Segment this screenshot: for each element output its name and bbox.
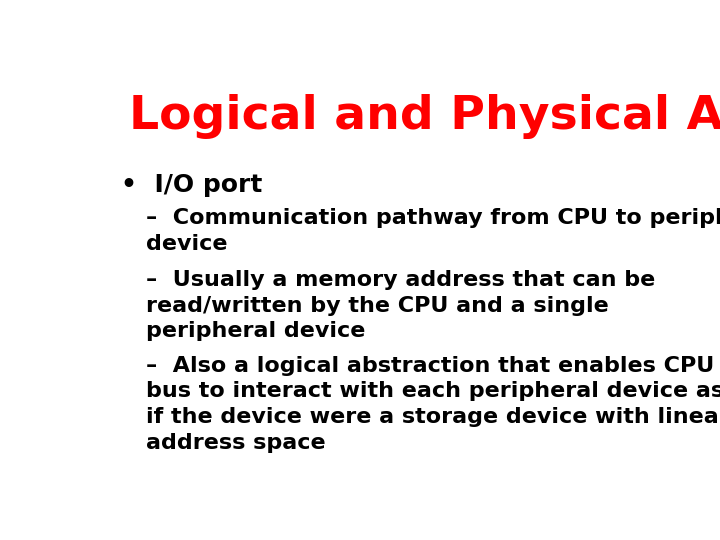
Text: –  Also a logical abstraction that enables CPU and
bus to interact with each per: – Also a logical abstraction that enable… — [145, 356, 720, 453]
Text: –  Usually a memory address that can be
read/written by the CPU and a single
per: – Usually a memory address that can be r… — [145, 270, 655, 341]
Text: •  I/O port: • I/O port — [121, 173, 262, 197]
Text: –  Communication pathway from CPU to peripheral
device: – Communication pathway from CPU to peri… — [145, 208, 720, 254]
Text: Logical and Physical Access: Logical and Physical Access — [129, 94, 720, 139]
